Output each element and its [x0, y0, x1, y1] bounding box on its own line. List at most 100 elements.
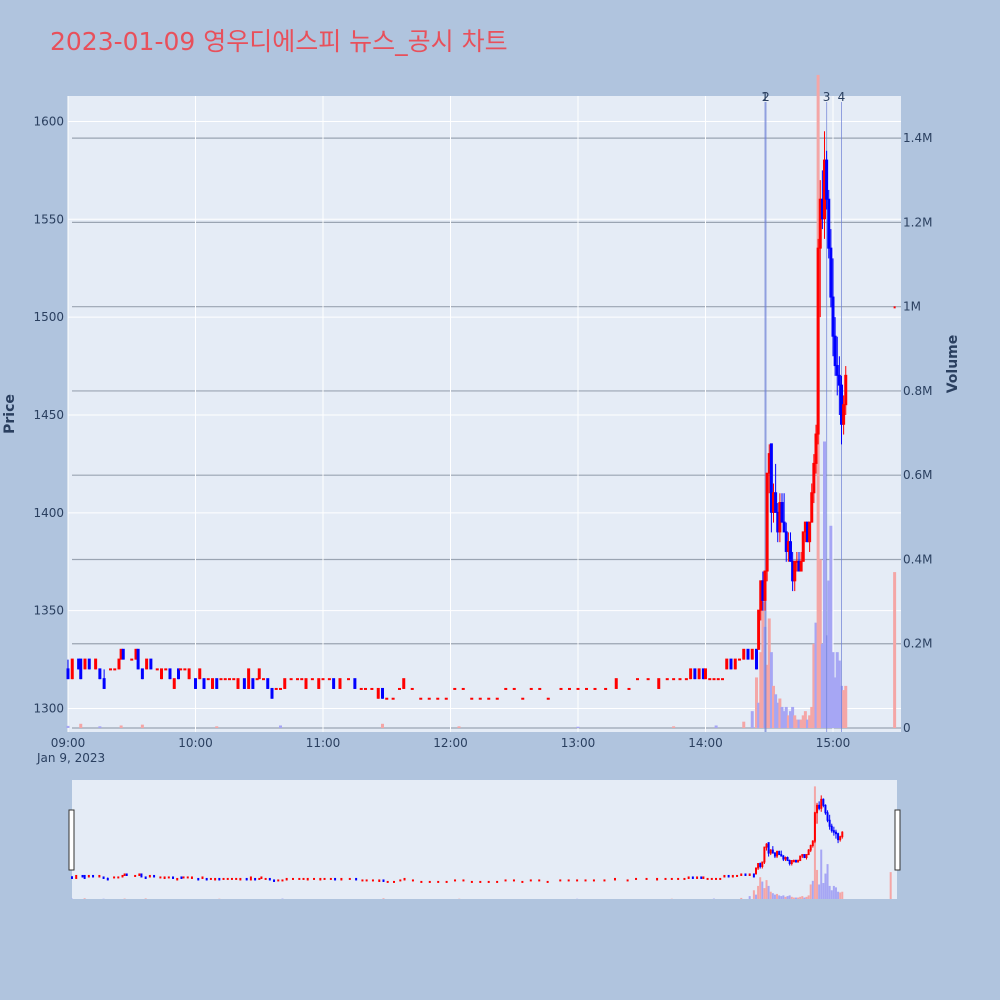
candle — [321, 678, 325, 681]
volume-bar — [765, 664, 769, 728]
slider-volume-bar — [826, 864, 829, 899]
slider-volume-bar — [799, 896, 802, 899]
candle — [353, 678, 357, 689]
slider-volume-bar — [837, 891, 840, 899]
volume-bar — [791, 706, 795, 728]
candle — [806, 521, 809, 543]
slider-candle — [584, 879, 587, 882]
slider-volume-bar — [820, 849, 823, 899]
range-slider-left-handle — [68, 809, 75, 871]
volume-axis-title: Volume — [945, 335, 961, 394]
candle — [134, 648, 138, 660]
candle — [795, 560, 799, 563]
slider-candle — [719, 877, 722, 880]
candle — [179, 668, 183, 671]
slider-volume-bar — [828, 885, 831, 899]
candle — [66, 668, 70, 680]
slider-candle — [700, 876, 703, 879]
slider-candle — [567, 879, 570, 882]
candle — [827, 198, 831, 249]
candle — [546, 697, 550, 700]
volume-bar — [714, 725, 718, 728]
candle — [247, 668, 251, 689]
candle — [338, 678, 342, 689]
candle — [145, 658, 149, 670]
slider-candle — [792, 860, 795, 863]
volume-bar — [750, 711, 754, 728]
volume-bar — [767, 618, 771, 728]
candle — [385, 697, 389, 700]
candle — [310, 678, 314, 681]
slider-volume-bar — [771, 893, 774, 899]
candle — [376, 687, 380, 699]
slider-candle — [437, 880, 440, 883]
slider-candle — [235, 877, 238, 880]
slider-candle — [818, 804, 821, 809]
candle — [172, 678, 176, 689]
slider-candle — [512, 879, 515, 882]
volume-bar — [119, 725, 123, 728]
volume-tick-label: 0.2M — [903, 637, 932, 651]
slider-volume-bar — [752, 890, 755, 899]
candle — [708, 678, 712, 681]
volume-bar — [801, 715, 805, 728]
slider-candle — [445, 880, 448, 883]
candle — [187, 668, 191, 680]
slider-candle — [239, 877, 242, 881]
candle — [83, 658, 87, 670]
candle — [812, 462, 816, 494]
slider-candle — [302, 877, 305, 880]
slider-volume-bar — [790, 896, 793, 899]
candle — [814, 433, 818, 464]
slider-candle — [201, 876, 204, 879]
candle — [512, 687, 516, 690]
slider-candle — [258, 877, 261, 880]
slider-candle — [134, 874, 137, 877]
time-tick-label: 13:00 — [561, 736, 596, 750]
price-axis-title: Price — [2, 394, 18, 434]
slider-volume-bar — [780, 896, 783, 899]
candle — [211, 678, 214, 689]
volume-tick-label: 0.4M — [903, 552, 932, 566]
slider-candle — [546, 880, 549, 883]
candle — [223, 678, 227, 681]
slider-candle — [710, 877, 713, 880]
candle — [370, 687, 374, 690]
candle — [712, 678, 716, 681]
slider-candle — [487, 880, 490, 883]
slider-candle — [393, 880, 396, 883]
candle — [820, 198, 824, 220]
candle — [697, 668, 701, 680]
candle — [347, 678, 350, 681]
volume-bar — [672, 726, 676, 728]
candle — [893, 306, 896, 309]
candle — [121, 648, 125, 660]
candle — [733, 658, 737, 670]
candle — [470, 697, 474, 700]
slider-candle — [767, 842, 770, 854]
slider-volume-bar — [786, 896, 789, 899]
volume-bar — [772, 685, 775, 728]
slider-candle — [144, 876, 147, 879]
time-tick-label: 09:00 — [51, 736, 86, 750]
candle — [183, 668, 187, 671]
price-tick-label: 1600 — [33, 114, 64, 128]
candle — [746, 648, 750, 660]
candle — [786, 541, 790, 552]
candle — [119, 648, 123, 660]
volume-tick-label: 1M — [903, 300, 921, 314]
volume-bar — [279, 725, 282, 728]
candle — [704, 668, 707, 680]
candle — [765, 472, 769, 572]
candle — [228, 678, 231, 681]
volume-bar — [98, 726, 102, 728]
candle — [810, 492, 814, 523]
slider-volume-bar — [834, 887, 837, 899]
candle — [504, 687, 508, 690]
slider-candle — [820, 798, 823, 809]
volume-bar — [844, 685, 848, 728]
slider-candle — [117, 876, 120, 879]
slider-volume-bar — [809, 884, 812, 899]
slider-candle — [249, 876, 252, 881]
candle — [109, 668, 112, 671]
